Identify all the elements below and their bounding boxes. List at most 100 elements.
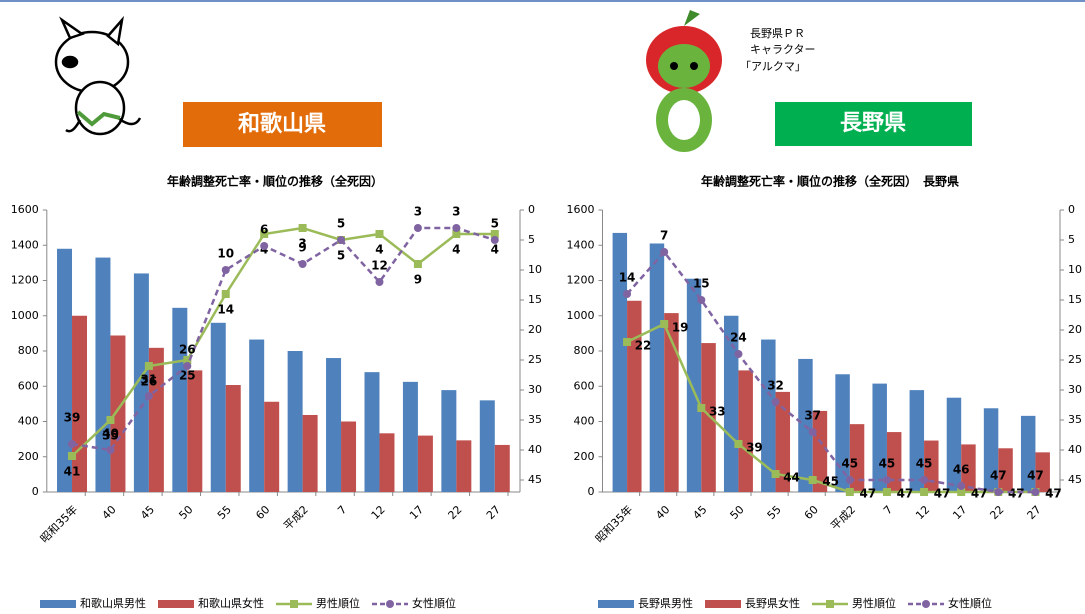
bar bbox=[872, 383, 887, 492]
marker bbox=[452, 224, 461, 232]
legend-label: 男性順位 bbox=[316, 596, 360, 610]
data-label: 47 bbox=[1045, 487, 1062, 501]
bar bbox=[417, 435, 433, 492]
y2-tick-label: 0 bbox=[528, 203, 535, 216]
bar bbox=[612, 232, 628, 492]
y2-tick-label: 30 bbox=[528, 383, 542, 396]
y-tick-label: 0 bbox=[32, 485, 39, 498]
y2-tick-label: 40 bbox=[528, 443, 542, 456]
data-label: 45 bbox=[841, 457, 858, 471]
bar bbox=[961, 444, 976, 492]
bar bbox=[441, 390, 457, 492]
y2-tick-label: 20 bbox=[528, 323, 542, 336]
data-label: 5 bbox=[337, 249, 345, 263]
x-tick-label: 12 bbox=[913, 503, 932, 522]
badge-box bbox=[775, 102, 972, 146]
badge-box bbox=[183, 102, 382, 147]
bar bbox=[494, 444, 510, 492]
marker bbox=[660, 320, 669, 328]
x-tick-label: 22 bbox=[446, 503, 465, 522]
mascot-wakayama bbox=[54, 15, 142, 136]
bar bbox=[225, 385, 241, 492]
line-series bbox=[71, 226, 495, 457]
bar bbox=[1020, 415, 1036, 492]
data-label: 47 bbox=[934, 487, 951, 501]
marker bbox=[183, 362, 192, 370]
x-tick-label: 22 bbox=[987, 503, 1006, 522]
x-tick-label: 平成2 bbox=[828, 503, 858, 533]
marker bbox=[920, 476, 929, 484]
data-label: 45 bbox=[822, 475, 839, 489]
marker bbox=[68, 452, 77, 460]
y-tick-label: 1400 bbox=[11, 238, 39, 251]
y-tick-label: 600 bbox=[574, 379, 595, 392]
marker bbox=[375, 230, 384, 238]
legend-label: 和歌山県男性 bbox=[80, 596, 146, 610]
marker bbox=[452, 230, 461, 238]
data-label: 26 bbox=[141, 375, 158, 389]
data-label: 46 bbox=[953, 463, 970, 477]
data-label: 3 bbox=[298, 237, 306, 251]
data-label: 33 bbox=[709, 405, 726, 419]
marker bbox=[957, 488, 966, 496]
y-tick-label: 1600 bbox=[11, 203, 39, 216]
y2-tick-label: 5 bbox=[1068, 233, 1075, 246]
bar bbox=[998, 448, 1013, 492]
marker bbox=[623, 290, 632, 298]
bar bbox=[148, 347, 164, 492]
marker bbox=[490, 230, 499, 238]
x-tick-label: 17 bbox=[950, 503, 969, 522]
line-series bbox=[626, 322, 1036, 494]
marker bbox=[260, 230, 269, 238]
data-label: 41 bbox=[64, 465, 81, 479]
y-tick-label: 1000 bbox=[11, 309, 39, 322]
marker bbox=[697, 296, 706, 304]
data-label: 24 bbox=[730, 331, 747, 345]
data-label: 47 bbox=[1008, 487, 1025, 501]
marker bbox=[920, 488, 929, 496]
marker bbox=[298, 224, 307, 232]
data-label: 6 bbox=[260, 223, 268, 237]
x-tick-label: 7 bbox=[881, 503, 895, 517]
data-label: 47 bbox=[1027, 469, 1044, 483]
y-tick-label: 1600 bbox=[567, 203, 595, 216]
legend-swatch bbox=[922, 600, 930, 608]
bar bbox=[479, 400, 495, 492]
bar bbox=[686, 278, 702, 492]
y-tick-label: 200 bbox=[18, 450, 39, 463]
mascot-nagano bbox=[646, 10, 722, 152]
bar bbox=[1035, 452, 1050, 492]
data-label: 4 bbox=[491, 243, 499, 257]
line-series bbox=[71, 226, 496, 452]
data-label: 26 bbox=[179, 343, 196, 357]
bar bbox=[110, 335, 126, 492]
bar bbox=[302, 414, 318, 492]
marker bbox=[106, 446, 115, 454]
data-label: 9 bbox=[414, 273, 422, 287]
data-label: 19 bbox=[672, 321, 689, 335]
marker bbox=[68, 440, 77, 448]
y2-tick-label: 35 bbox=[528, 413, 542, 426]
bar bbox=[775, 391, 791, 492]
y-tick-label: 1200 bbox=[567, 274, 595, 287]
badge: 和歌山県 bbox=[238, 111, 326, 137]
data-label: 25 bbox=[179, 369, 196, 383]
bar bbox=[264, 401, 280, 492]
bar bbox=[187, 370, 203, 492]
data-label: 39 bbox=[746, 441, 763, 455]
legend-label: 男性順位 bbox=[852, 596, 896, 610]
x-tick-label: 40 bbox=[100, 503, 119, 522]
marker bbox=[413, 260, 422, 268]
chart-title: 年齢調整死亡率・順位の推移（全死因） 長野県 bbox=[701, 174, 959, 189]
y2-tick-label: 25 bbox=[1068, 353, 1082, 366]
marker bbox=[144, 362, 153, 370]
y2-tick-label: 0 bbox=[1068, 203, 1075, 216]
bar bbox=[983, 408, 999, 492]
bar bbox=[649, 243, 665, 492]
legend-swatch bbox=[705, 600, 741, 608]
x-tick-label: 45 bbox=[690, 503, 709, 522]
marker bbox=[882, 476, 891, 484]
bar bbox=[379, 433, 395, 492]
legend-label: 女性順位 bbox=[412, 596, 456, 610]
